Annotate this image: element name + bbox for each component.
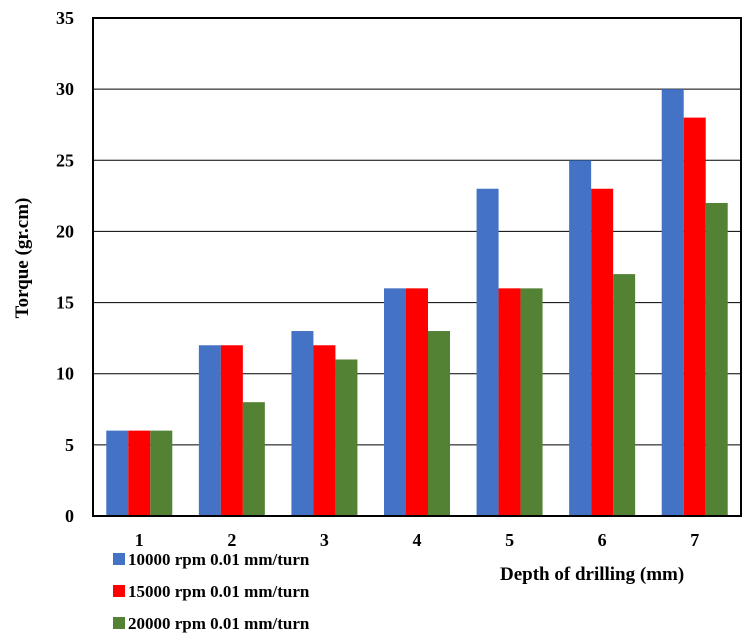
bar-series2-cat7	[683, 117, 706, 516]
y-tick-label: 25	[56, 150, 74, 170]
legend-label-series2: 15000 rpm 0.01 mm/turn	[128, 582, 310, 601]
x-tick-label: 1	[135, 530, 144, 550]
bar-series3-cat7	[705, 202, 728, 516]
bar-series3-cat1	[150, 430, 173, 516]
x-tick-label: 2	[227, 530, 236, 550]
bar-series1-cat6	[569, 160, 592, 517]
x-axis-title: Depth of drilling (mm)	[500, 564, 684, 585]
y-tick-label: 0	[65, 506, 74, 526]
legend: 10000 rpm 0.01 mm/turn 15000 rpm 0.01 mm/…	[113, 550, 310, 633]
y-tick-label: 10	[56, 364, 74, 384]
bars	[106, 89, 728, 517]
bar-series2-cat6	[591, 188, 614, 516]
bar-series1-cat7	[661, 89, 684, 517]
legend-swatch-series1	[113, 553, 125, 565]
bar-series2-cat1	[128, 430, 151, 516]
x-tick-label: 5	[505, 530, 514, 550]
y-tick-labels: 0 5 10 15 20 25 30 35	[56, 8, 74, 526]
y-tick-label: 15	[56, 293, 74, 313]
y-axis-title: Torque (gr.cm)	[12, 198, 33, 319]
y-tick-label: 30	[56, 79, 74, 99]
legend-label-series3: 20000 rpm 0.01 mm/turn	[128, 614, 310, 633]
x-tick-label: 6	[598, 530, 607, 550]
legend-swatch-series3	[113, 617, 125, 629]
y-tick-label: 20	[56, 221, 74, 241]
bar-series1-cat1	[106, 430, 129, 516]
y-tick-label: 5	[65, 435, 74, 455]
x-tick-labels: 1 2 3 4 5 6 7	[135, 530, 699, 550]
y-tick-label: 35	[56, 8, 74, 28]
bar-series3-cat3	[335, 359, 358, 516]
bar-series2-cat2	[220, 345, 243, 516]
bar-series3-cat2	[242, 402, 265, 516]
x-tick-label: 3	[320, 530, 329, 550]
bar-series3-cat4	[428, 331, 450, 516]
bar-series2-cat5	[498, 288, 521, 516]
bar-series3-cat6	[613, 274, 636, 516]
bar-series1-cat5	[476, 188, 499, 516]
bar-series3-cat5	[520, 288, 543, 516]
bar-series2-cat3	[313, 345, 336, 516]
bar-series1-cat4	[384, 288, 406, 516]
x-tick-label: 7	[690, 530, 699, 550]
plot-frame	[92, 17, 742, 517]
x-tick-label: 4	[413, 530, 422, 550]
legend-swatch-series2	[113, 585, 125, 597]
bar-series1-cat3	[291, 331, 314, 516]
legend-label-series1: 10000 rpm 0.01 mm/turn	[128, 550, 310, 569]
bar-series1-cat2	[198, 345, 221, 516]
bar-series2-cat4	[406, 288, 428, 516]
